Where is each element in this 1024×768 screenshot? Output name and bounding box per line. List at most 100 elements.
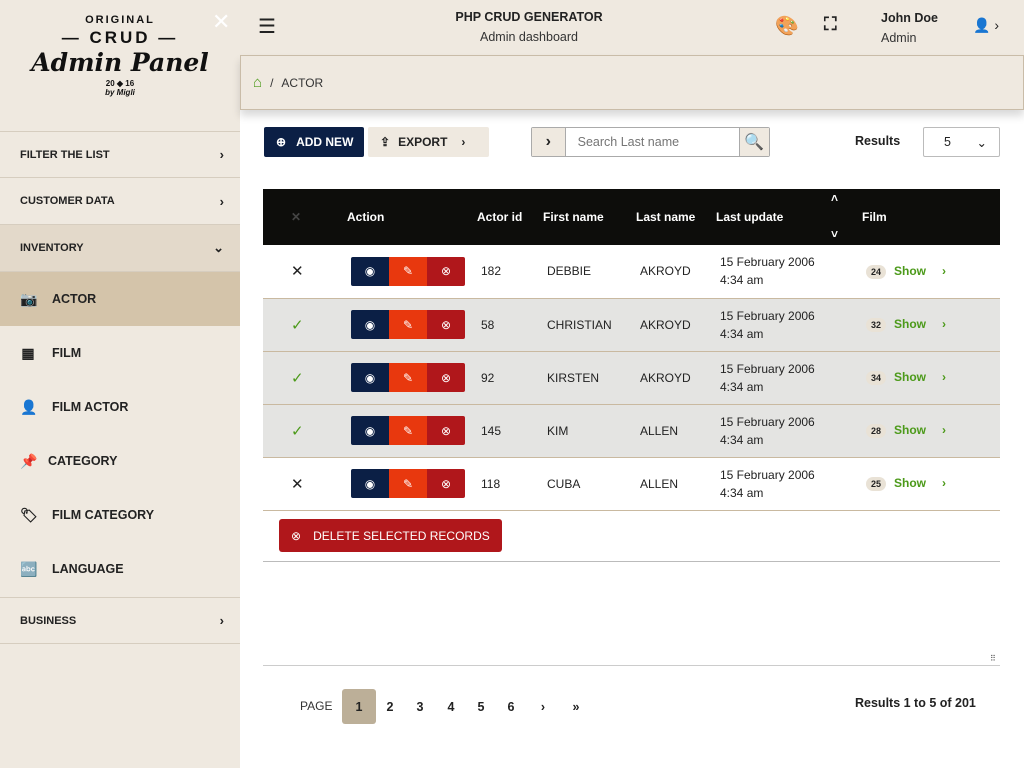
row-selected-check-icon[interactable]: ✓ [263, 298, 347, 352]
delete-x-icon[interactable]: ⊗ [427, 256, 465, 286]
home-icon[interactable]: ⌂ [253, 74, 263, 91]
page-3-button[interactable]: 3 [416, 699, 424, 714]
sidebar-item-language[interactable]: 🔤 LANGUAGE [0, 542, 240, 596]
edit-pencil-icon[interactable]: ✎ [389, 416, 427, 445]
row-selected-check-icon[interactable]: ✓ [263, 351, 347, 405]
chevron-right-icon[interactable]: › [942, 423, 947, 437]
actor-table: ✕ Action Actor id First name Last name L… [263, 189, 1000, 511]
user-role: Admin [881, 31, 917, 45]
edit-pencil-icon[interactable]: ✎ [389, 310, 427, 339]
column-header[interactable]: First name [543, 189, 636, 245]
sidebar-section-business[interactable]: BUSINESS › [0, 597, 240, 644]
logo-text: Admin Panel [31, 48, 209, 77]
page-6-button[interactable]: 6 [507, 699, 515, 714]
chevron-right-icon[interactable]: › [942, 263, 947, 278]
edit-pencil-icon[interactable]: ✎ [389, 256, 427, 286]
actor-id: 145 [477, 404, 543, 458]
action-cell: ◉ ✎ ⊗ [347, 404, 477, 458]
last-update: 15 February 2006 4:34 am [716, 351, 862, 405]
chevron-right-icon[interactable]: › [942, 370, 947, 384]
page-1-button[interactable]: 1 [342, 689, 376, 724]
film-count-badge: 28 [866, 424, 887, 438]
camera-icon: 📷 [20, 290, 38, 307]
table-row: ✓ ◉ ✎ ⊗ 58 CHRISTIAN AKROYD 15 February 20… [263, 298, 1000, 352]
delete-x-icon[interactable]: ⊗ [427, 363, 465, 392]
chevron-right-icon: › [219, 613, 224, 628]
first-name: DEBBIE [543, 245, 636, 299]
actor-id: 182 [477, 245, 543, 299]
action-cell: ◉ ✎ ⊗ [347, 245, 477, 299]
delete-x-icon[interactable]: ⊗ [427, 310, 465, 339]
table-row: ✕ ◉ ✎ ⊗ 118 CUBA ALLEN 15 February 2006 4:3… [263, 457, 1000, 511]
sidebar-section-inventory[interactable]: INVENTORY ⌄ [0, 225, 240, 272]
close-sidebar-icon[interactable]: ✕ [212, 9, 231, 34]
chevron-right-icon[interactable]: › [942, 317, 947, 331]
search-filter-toggle[interactable]: › [532, 128, 566, 156]
search-button[interactable]: 🔍 [738, 128, 769, 156]
sidebar-item-film-actor[interactable]: 👤 FILM ACTOR [0, 380, 240, 434]
sidebar-section-filter[interactable]: FILTER THE LIST › [0, 131, 240, 178]
hamburger-menu-icon[interactable]: ☰ [258, 16, 276, 38]
sidebar-item-film[interactable]: ▦ FILM [0, 326, 240, 380]
page-label: PAGE [300, 699, 333, 713]
delete-selected-button[interactable]: ⊗ DELETE SELECTED RECORDS [279, 519, 502, 552]
row-unselected-x-icon[interactable]: ✕ [263, 245, 347, 299]
show-films-link[interactable]: Show [894, 370, 927, 384]
page-4-button[interactable]: 4 [447, 699, 455, 714]
column-header[interactable]: Last name [636, 189, 716, 245]
view-eye-icon[interactable]: ◉ [351, 416, 389, 445]
row-selected-check-icon[interactable]: ✓ [263, 404, 347, 458]
show-films-link[interactable]: Show [894, 317, 927, 331]
search-input[interactable] [565, 128, 739, 156]
film-count-badge: 25 [866, 477, 887, 491]
search-icon: 🔍 [744, 134, 765, 151]
results-per-page-select[interactable]: 5 ⌄ [923, 127, 1000, 157]
sidebar-section-customer[interactable]: CUSTOMER DATA › [0, 178, 240, 225]
time: 4:34 am [720, 485, 764, 500]
sidebar-item-actor[interactable]: 📷 ACTOR [0, 272, 240, 326]
plus-circle-icon: ⊕ [276, 135, 287, 149]
first-name: CUBA [543, 457, 636, 511]
page-2-button[interactable]: 2 [386, 699, 394, 714]
table-row: ✕ ◉ ✎ ⊗ 182 DEBBIE AKROYD 15 February 2006… [263, 245, 1000, 299]
delete-x-icon[interactable]: ⊗ [427, 469, 465, 498]
view-eye-icon[interactable]: ◉ [351, 256, 389, 286]
chevron-right-icon[interactable]: › [942, 476, 947, 490]
column-header[interactable]: Actor id [477, 189, 543, 245]
show-films-link[interactable]: Show [894, 263, 927, 278]
actor-id: 58 [477, 298, 543, 352]
label: CATEGORY [48, 454, 118, 468]
edit-pencil-icon[interactable]: ✎ [389, 469, 427, 498]
fullscreen-icon[interactable]: ⛶ [824, 14, 837, 34]
next-page-icon[interactable]: › [540, 699, 546, 714]
view-eye-icon[interactable]: ◉ [351, 310, 389, 339]
show-films-link[interactable]: Show [894, 423, 927, 437]
sort-desc-icon[interactable]: ˅ [830, 227, 838, 241]
label: LANGUAGE [52, 562, 124, 576]
label: CUSTOMER DATA [20, 195, 115, 207]
tags-icon: 🏷 [20, 506, 38, 523]
show-films-link[interactable]: Show [894, 476, 927, 490]
column-header: Action [347, 189, 477, 245]
label: FILM CATEGORY [52, 508, 155, 522]
logo-text: by Migli [105, 88, 135, 97]
view-eye-icon[interactable]: ◉ [351, 363, 389, 392]
edit-pencil-icon[interactable]: ✎ [389, 363, 427, 392]
user-menu-icon[interactable]: 👤 › [973, 17, 999, 33]
view-eye-icon[interactable]: ◉ [351, 469, 389, 498]
export-button[interactable]: ⇪ EXPORT › [368, 127, 489, 157]
page-5-button[interactable]: 5 [477, 699, 485, 714]
last-page-icon[interactable]: » [572, 699, 580, 714]
row-unselected-x-icon[interactable]: ✕ [263, 457, 347, 511]
add-new-button[interactable]: ⊕ ADD NEW [264, 127, 364, 157]
delete-x-icon[interactable]: ⊗ [427, 416, 465, 445]
resize-handle-icon[interactable]: ⠿ [990, 654, 996, 663]
palette-icon[interactable]: 🎨 [775, 16, 799, 37]
column-header-last-update[interactable]: Last update ˄ ˅ [716, 189, 862, 245]
sort-asc-icon[interactable]: ˄ [830, 191, 838, 205]
sidebar-item-category[interactable]: 📌 CATEGORY [0, 434, 240, 488]
film-cell: 28 Show › [862, 404, 1000, 458]
select-all-icon[interactable]: ✕ [263, 189, 347, 245]
sidebar-item-film-category[interactable]: 🏷 FILM CATEGORY [0, 488, 240, 542]
language-icon: 🔤 [20, 560, 38, 577]
